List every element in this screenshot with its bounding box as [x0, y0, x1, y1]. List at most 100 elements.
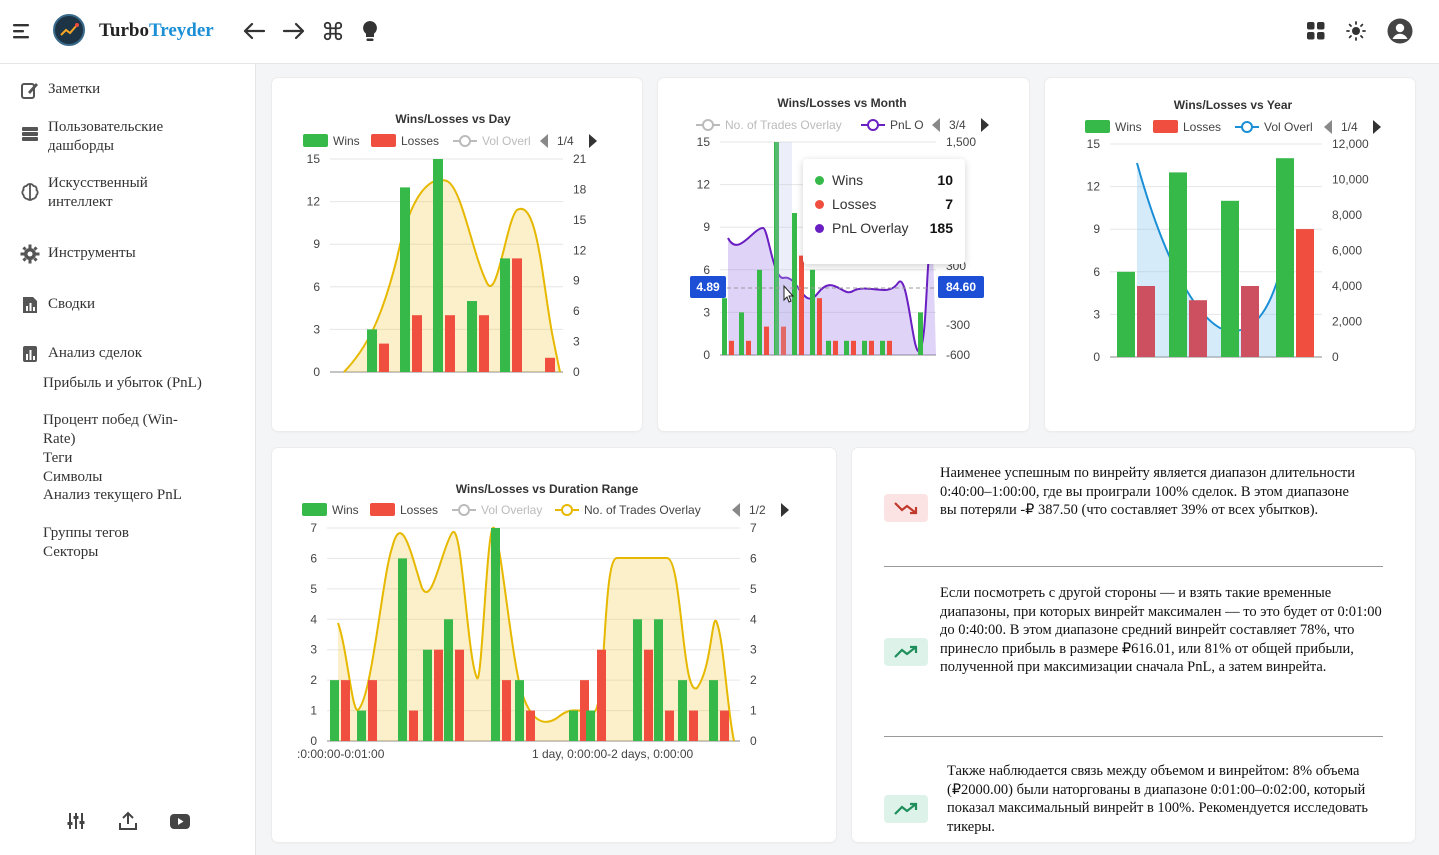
bar-wins [444, 619, 453, 741]
bar-losses [545, 357, 555, 372]
sidebar-subitem-winrate[interactable]: Процент побед (Win-Rate) [43, 412, 178, 447]
y-tick-label: 9 [1093, 222, 1100, 236]
overlay-line [343, 179, 561, 373]
command-icon[interactable] [320, 18, 346, 44]
bar-losses [729, 340, 734, 355]
y2-tick-label: 0 [1332, 350, 1339, 364]
y-tick-label: 9 [703, 220, 710, 234]
grid-icon[interactable] [1303, 18, 1329, 44]
sidebar: Заметки Пользовательские дашборды Искусс… [0, 64, 256, 855]
y2-tick-label: 3 [573, 335, 580, 349]
legend-swatch [702, 119, 714, 131]
sidebar-item-notes[interactable]: Заметки [20, 80, 100, 100]
overlay-area [338, 527, 734, 741]
bar-wins [774, 142, 779, 355]
legend-swatch [561, 504, 573, 516]
bar-losses [445, 315, 455, 372]
bar-losses [341, 680, 350, 741]
sidebar-item-tools[interactable]: Инструменты [20, 244, 136, 264]
sidebar-subitem-pnl[interactable]: Прибыль и убыток (PnL) [43, 375, 202, 391]
chart-title: Wins/Losses vs Duration Range [456, 482, 639, 496]
legend-label: Losses [1183, 120, 1221, 134]
bar-losses [851, 340, 856, 355]
y-tick-label: 6 [313, 280, 320, 294]
insight-text-3: Также наблюдается связь между объемом и … [947, 763, 1368, 835]
bar-losses [799, 255, 804, 355]
pager-next-icon[interactable] [981, 118, 989, 132]
sidebar-item-ai[interactable]: Искусственный интеллект [20, 174, 178, 212]
brand-logo[interactable] [53, 14, 85, 46]
youtube-icon[interactable] [169, 810, 191, 832]
bar-losses [833, 340, 838, 355]
trending-up-icon [884, 795, 928, 823]
bar-losses [526, 710, 535, 741]
sidebar-item-dashboards[interactable]: Пользовательские дашборды [20, 118, 198, 156]
sidebar-subitem-tag-groups[interactable]: Группы тегов [43, 525, 129, 541]
legend-swatch [459, 135, 471, 147]
tooltip-row-wins: Wins 10 [815, 172, 953, 188]
y-tick-label: 0 [703, 348, 710, 362]
sidebar-subitem-sectors[interactable]: Секторы [43, 544, 99, 560]
y-tick-label: 6 [1093, 265, 1100, 279]
sidebar-subitem-symbols[interactable]: Символы [43, 469, 103, 485]
bar-losses [817, 298, 822, 355]
upload-icon[interactable] [117, 810, 139, 832]
bar-wins [515, 680, 524, 741]
y-tick-label: 3 [313, 322, 320, 336]
sun-icon[interactable] [1343, 18, 1369, 44]
pager-next-icon[interactable] [781, 503, 789, 517]
y2-tick-label: 7 [750, 521, 757, 535]
y-tick-label: 6 [703, 263, 710, 277]
pager-prev-icon[interactable] [932, 118, 940, 132]
bar-wins [826, 340, 831, 355]
pager-prev-icon[interactable] [1324, 120, 1332, 134]
user-icon[interactable] [1387, 18, 1413, 44]
legend-swatch [302, 503, 327, 516]
y2-tick-label: 1,500 [946, 135, 976, 149]
arrow-left-icon[interactable] [241, 18, 267, 44]
sidebar-item-label: Пользовательские дашборды [48, 119, 164, 154]
pager-next-icon[interactable] [589, 134, 597, 148]
bar-wins [844, 340, 849, 355]
brand-name[interactable]: TurboTreyder [99, 20, 214, 41]
divider [884, 566, 1383, 567]
bar-losses [409, 710, 418, 741]
y-tick-label: 3 [1093, 307, 1100, 321]
bar-wins [918, 312, 923, 355]
bar-wins [1276, 158, 1294, 357]
y2-tick-label: 4 [750, 612, 757, 626]
tooltip-row-losses: Losses 7 [815, 196, 953, 212]
pager-prev-icon[interactable] [732, 503, 740, 517]
sliders-icon[interactable] [65, 810, 87, 832]
bar-wins [792, 213, 797, 355]
y2-tick-label: 2 [750, 673, 757, 687]
sidebar-item-label: Искусственный интеллект [48, 175, 148, 210]
bar-wins [1169, 172, 1187, 357]
crosshair-badge-right [938, 276, 984, 298]
dashboards-icon [20, 124, 40, 144]
divider [884, 736, 1383, 737]
overlay-area [1137, 163, 1293, 357]
y-tick-label: 15 [1087, 137, 1101, 151]
crosshair-value-right: 84.60 [946, 280, 976, 294]
notes-icon [20, 80, 40, 100]
sidebar-item-label: Инструменты [48, 245, 136, 261]
legend-swatch [867, 119, 879, 131]
arrow-right-icon[interactable] [281, 18, 307, 44]
pager-prev-icon[interactable] [540, 134, 548, 148]
legend-swatch [1241, 121, 1253, 133]
y-tick-label: 15 [307, 152, 321, 166]
pager-next-icon[interactable] [1373, 120, 1381, 134]
legend-label: Vol Overlay [481, 503, 542, 517]
menu-icon[interactable] [8, 18, 34, 44]
y-tick-label: 5 [310, 582, 317, 596]
sidebar-subitem-tags[interactable]: Теги [43, 450, 73, 466]
bar-wins [678, 680, 687, 741]
y2-tick-label: 6 [573, 304, 580, 318]
sidebar-item-trade-analysis[interactable]: Анализ сделок [20, 344, 142, 364]
bar-losses [665, 710, 674, 741]
sidebar-item-reports[interactable]: Сводки [20, 295, 95, 315]
lightbulb-icon[interactable] [357, 18, 383, 44]
legend-label: PnL O [890, 118, 924, 132]
sidebar-subitem-current-pnl[interactable]: Анализ текущего PnL [43, 487, 182, 503]
